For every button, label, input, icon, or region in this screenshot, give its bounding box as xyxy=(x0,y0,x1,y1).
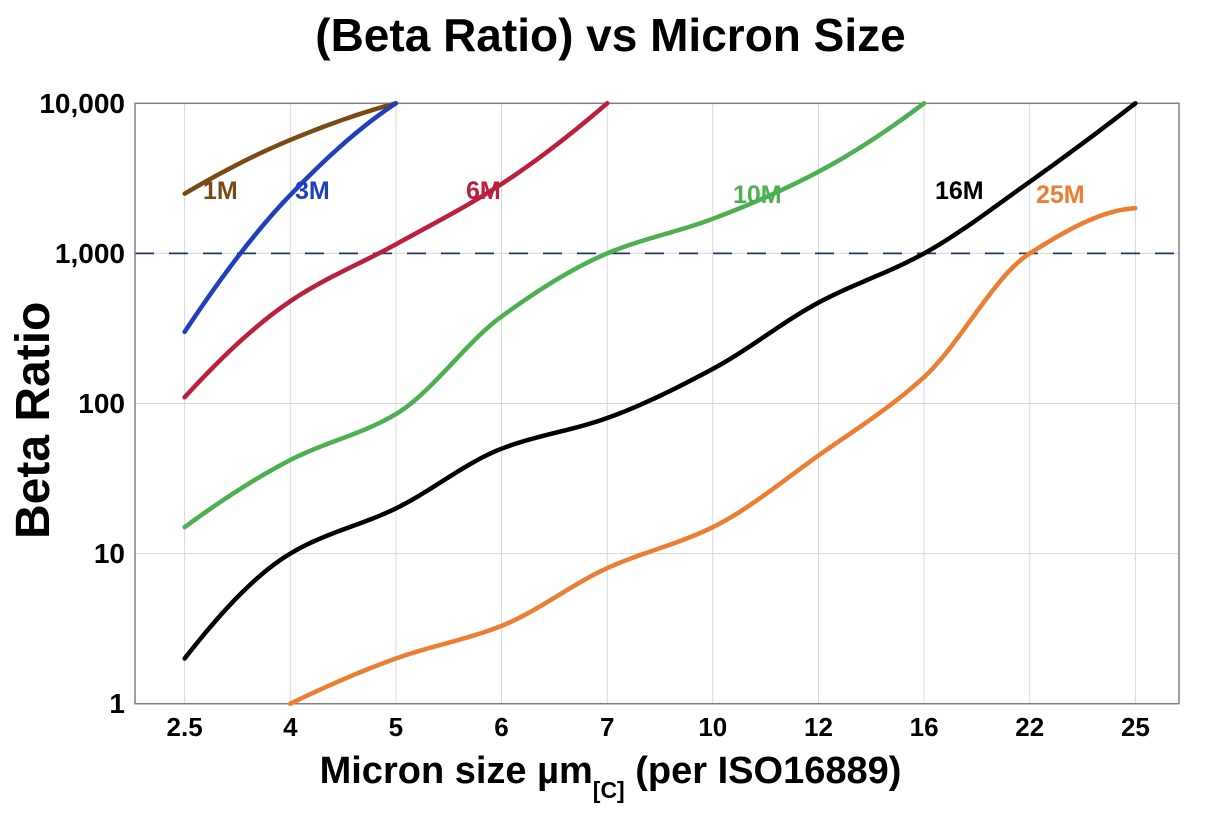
svg-text:2.5: 2.5 xyxy=(167,712,203,742)
svg-text:1,000: 1,000 xyxy=(55,238,125,269)
svg-text:16: 16 xyxy=(910,712,939,742)
svg-text:4: 4 xyxy=(283,712,298,742)
svg-text:6M: 6M xyxy=(466,177,501,205)
svg-text:100: 100 xyxy=(78,388,125,419)
svg-text:7: 7 xyxy=(600,712,614,742)
svg-text:1M: 1M xyxy=(203,177,238,205)
svg-text:10: 10 xyxy=(94,538,125,569)
svg-text:16M: 16M xyxy=(935,177,984,205)
svg-text:10: 10 xyxy=(698,712,727,742)
svg-text:10M: 10M xyxy=(733,181,782,209)
svg-text:1: 1 xyxy=(109,688,125,719)
svg-text:10,000: 10,000 xyxy=(39,88,125,119)
svg-text:25M: 25M xyxy=(1036,181,1085,209)
svg-text:25: 25 xyxy=(1121,712,1150,742)
svg-text:12: 12 xyxy=(804,712,833,742)
svg-text:22: 22 xyxy=(1015,712,1044,742)
svg-text:6: 6 xyxy=(494,712,508,742)
svg-text:3M: 3M xyxy=(295,177,330,205)
svg-text:5: 5 xyxy=(389,712,403,742)
